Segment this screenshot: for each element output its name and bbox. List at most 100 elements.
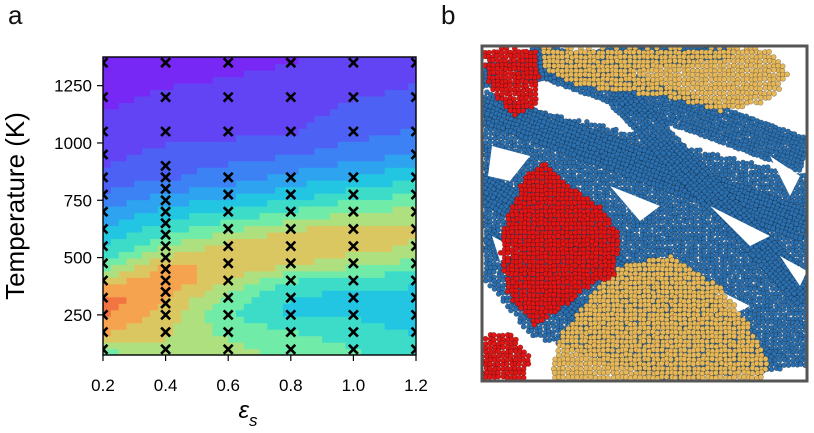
- heatmap-cell: [337, 173, 347, 181]
- heatmap-cell: [259, 270, 268, 278]
- heatmap-cell: [306, 82, 315, 90]
- heatmap-cell: [134, 154, 143, 162]
- heatmap-cell: [290, 244, 300, 252]
- heatmap-cell: [173, 342, 182, 350]
- heatmap-cell: [189, 128, 198, 136]
- heatmap-cell: [376, 76, 386, 84]
- heatmap-cell: [189, 251, 198, 259]
- heatmap-cell: [267, 303, 276, 311]
- heatmap-cell: [220, 270, 229, 278]
- heatmap-cell: [142, 290, 151, 298]
- heatmap-cell: [329, 244, 339, 252]
- heatmap-cell: [384, 257, 394, 265]
- heatmap-cell: [236, 115, 245, 123]
- heatmap-cell: [236, 244, 245, 252]
- heatmap-cell: [345, 277, 354, 285]
- heatmap-cell: [345, 82, 354, 90]
- heatmap-cell: [361, 147, 370, 155]
- heatmap-cell: [267, 199, 276, 207]
- heatmap-cell: [369, 322, 378, 330]
- heatmap-cell: [126, 186, 135, 194]
- heatmap-cell: [251, 251, 261, 259]
- heatmap-cell: [306, 186, 315, 194]
- heatmap-cell: [353, 115, 362, 123]
- heatmap-cell: [149, 348, 159, 355]
- heatmap-cell: [189, 244, 198, 252]
- heatmap-cell: [165, 231, 175, 239]
- heatmap-cell: [243, 128, 253, 136]
- heatmap-cell: [134, 108, 143, 116]
- heatmap-cell: [369, 329, 378, 337]
- heatmap-cell: [259, 206, 268, 214]
- heatmap-cell: [243, 76, 253, 84]
- heatmap-cell: [142, 257, 151, 265]
- heatmap-cell: [149, 76, 159, 84]
- heatmap-cell: [204, 160, 214, 168]
- x-tick-label: 1.0: [342, 376, 366, 395]
- heatmap-cell: [118, 76, 128, 84]
- heatmap-cell: [361, 296, 370, 304]
- heatmap-cell: [345, 76, 354, 84]
- heatmap-cell: [212, 95, 221, 103]
- heatmap-cell: [337, 231, 347, 239]
- heatmap-cell: [142, 244, 151, 252]
- heatmap-cell: [353, 322, 362, 330]
- heatmap-cell: [126, 147, 135, 155]
- heatmap-cell: [282, 160, 292, 168]
- heatmap-cell: [322, 108, 331, 116]
- heatmap-cell: [314, 173, 323, 181]
- heatmap-cell: [353, 134, 362, 142]
- heatmap-cell: [134, 296, 143, 304]
- heatmap-cell: [118, 154, 128, 162]
- heatmap-cell: [142, 102, 151, 110]
- heatmap-cell: [314, 270, 323, 278]
- heatmap-cell: [259, 186, 268, 194]
- heatmap-cell: [400, 193, 409, 201]
- heatmap-cell: [298, 257, 308, 265]
- heatmap-cell: [392, 283, 401, 291]
- heatmap-cell: [259, 264, 268, 272]
- heatmap-cell: [220, 283, 229, 291]
- heatmap-cell: [408, 277, 416, 285]
- heatmap-cell: [181, 231, 190, 239]
- heatmap-cell: [103, 283, 112, 291]
- x-tick-label: 0.8: [279, 376, 303, 395]
- heatmap-cell: [149, 206, 159, 214]
- heatmap-cell: [157, 329, 167, 337]
- heatmap-cell: [290, 335, 300, 343]
- sample-point-marker: [160, 275, 172, 286]
- heatmap-cell: [110, 316, 120, 324]
- heatmap-cell: [392, 309, 401, 317]
- heatmap-cell: [110, 283, 120, 291]
- heatmap-cell: [282, 199, 292, 207]
- heatmap-cell: [212, 251, 221, 259]
- heatmap-cell: [236, 231, 245, 239]
- heatmap-cell: [259, 303, 268, 311]
- heatmap-cell: [228, 76, 237, 84]
- heatmap-cell: [196, 322, 206, 330]
- heatmap-cell: [196, 108, 206, 116]
- heatmap-cell: [189, 283, 198, 291]
- heatmap-cell: [400, 342, 409, 350]
- heatmap-cell: [369, 89, 378, 97]
- y-tick-label: 750: [64, 191, 92, 210]
- heatmap-cell: [236, 251, 245, 259]
- heatmap-cell: [189, 322, 198, 330]
- heatmap-cell: [134, 147, 143, 155]
- heatmap-cell: [322, 309, 331, 317]
- heatmap-cell: [275, 212, 284, 220]
- heatmap-cell: [251, 173, 261, 181]
- heatmap-cell: [243, 212, 253, 220]
- heatmap-cell: [165, 270, 175, 278]
- heatmap-cell: [306, 290, 315, 298]
- heatmap-cell: [196, 277, 206, 285]
- heatmap-cell: [314, 76, 323, 84]
- heatmap-cell: [314, 231, 323, 239]
- heatmap-cell: [118, 309, 128, 317]
- heatmap-cell: [157, 134, 167, 142]
- heatmap-cell: [376, 95, 386, 103]
- heatmap-cell: [126, 89, 135, 97]
- heatmap-cell: [345, 115, 354, 123]
- heatmap-cell: [228, 244, 237, 252]
- heatmap-cell: [306, 348, 315, 355]
